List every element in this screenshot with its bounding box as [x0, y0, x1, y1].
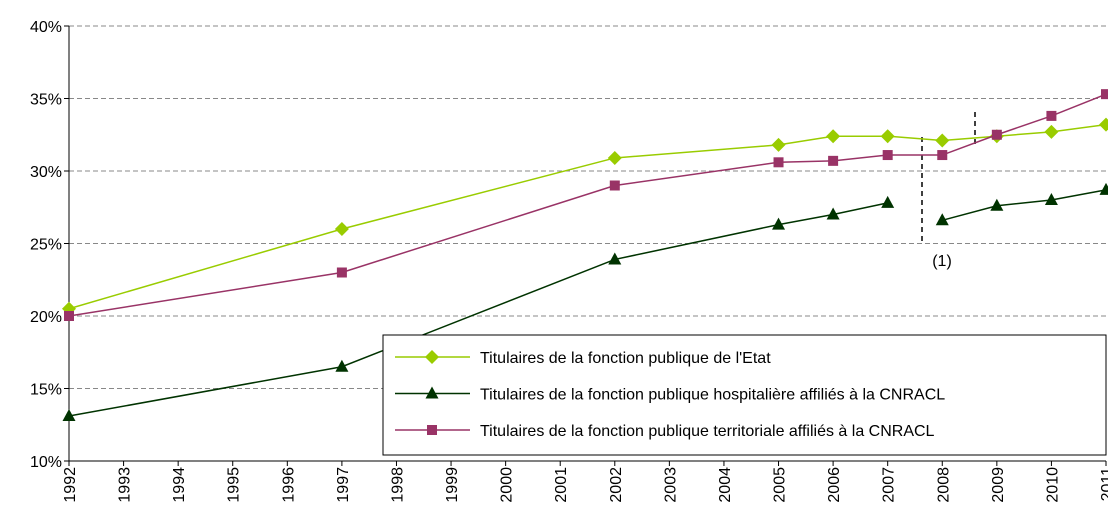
marker — [990, 198, 1004, 211]
x-tick-label: 2003 — [662, 467, 679, 503]
marker — [826, 207, 840, 220]
x-tick-label: 2005 — [772, 467, 789, 503]
marker — [609, 180, 620, 191]
x-tick-label: 2006 — [826, 467, 843, 503]
marker — [1044, 124, 1059, 139]
marker — [62, 409, 76, 422]
legend-label: Titulaires de la fonction publique hospi… — [480, 387, 945, 404]
x-tick-label: 1993 — [117, 467, 134, 503]
x-tick-label: 1995 — [226, 467, 243, 503]
x-tick-label: 2009 — [990, 467, 1007, 503]
legend: Titulaires de la fonction publique de l'… — [382, 334, 1107, 456]
series-line — [68, 189, 1107, 417]
y-tick-label: 15% — [30, 382, 62, 399]
x-tick-label: 2000 — [499, 467, 516, 503]
x-tick-label: 2008 — [935, 467, 952, 503]
marker — [880, 129, 895, 144]
legend-label: Titulaires de la fonction publique de l'… — [480, 350, 771, 367]
marker — [1046, 110, 1057, 121]
x-tick-label: 2002 — [608, 467, 625, 503]
marker — [1099, 182, 1108, 195]
marker — [772, 217, 786, 230]
marker — [607, 150, 622, 165]
x-tick-label: 2010 — [1044, 467, 1061, 503]
marker — [608, 252, 622, 265]
y-tick-label: 30% — [30, 164, 62, 181]
y-tick-label: 35% — [30, 92, 62, 109]
legend-marker — [425, 386, 439, 399]
legend-box — [382, 334, 1107, 456]
marker — [334, 222, 349, 236]
x-tick-label: 1998 — [389, 467, 406, 503]
legend-label: Titulaires de la fonction publique terri… — [480, 423, 935, 440]
marker — [336, 267, 347, 278]
legend-marker — [425, 350, 439, 364]
y-tick-label: 25% — [30, 237, 62, 254]
marker — [828, 155, 839, 166]
marker — [881, 195, 895, 208]
y-tick-label: 40% — [30, 19, 62, 36]
marker — [937, 150, 948, 161]
x-tick-label: 1996 — [280, 467, 297, 503]
x-tick-label: 1994 — [171, 467, 188, 503]
marker — [826, 129, 841, 144]
annotation: (1) — [932, 253, 952, 270]
marker — [773, 157, 784, 168]
x-tick-label: 2001 — [553, 467, 570, 503]
x-tick-label: 1992 — [62, 467, 79, 503]
marker — [991, 129, 1002, 140]
marker — [1099, 117, 1108, 132]
marker — [335, 359, 349, 372]
marker — [882, 150, 893, 161]
x-tick-label: 2004 — [717, 467, 734, 503]
marker — [771, 137, 786, 152]
marker — [64, 311, 74, 321]
x-tick-label: 1997 — [335, 467, 352, 503]
y-tick-label: 10% — [30, 454, 62, 471]
x-tick-label: 2011 — [1099, 467, 1108, 502]
series-line — [68, 93, 1107, 317]
marker — [1101, 89, 1108, 100]
x-tick-label: 2007 — [881, 467, 898, 503]
series-line — [68, 123, 1107, 310]
marker — [935, 213, 949, 226]
marker — [1044, 193, 1058, 205]
legend-marker — [427, 425, 437, 435]
marker — [935, 133, 950, 148]
y-tick-label: 20% — [30, 309, 62, 326]
x-tick-label: 1999 — [444, 467, 461, 503]
